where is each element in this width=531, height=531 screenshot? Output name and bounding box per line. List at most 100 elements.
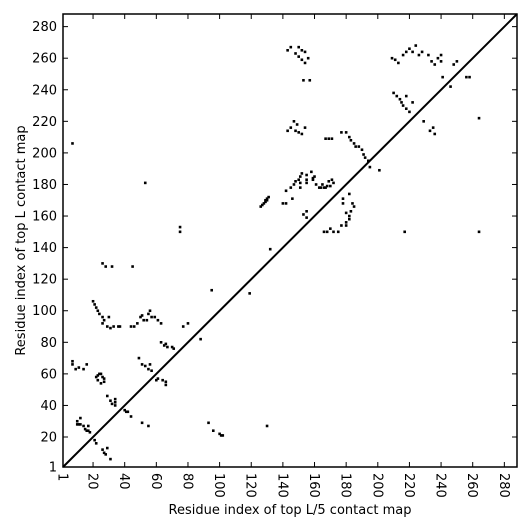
contact-point-lower	[123, 408, 126, 412]
contact-point-lower	[143, 364, 147, 368]
contact-point-lower	[368, 165, 372, 169]
x-tick-label: 140	[274, 473, 289, 498]
contact-point-lower	[329, 227, 332, 230]
contact-point-upper	[94, 306, 98, 309]
contact-point-lower	[268, 247, 272, 251]
contact-point-lower	[79, 423, 82, 426]
contact-point-upper	[145, 318, 149, 322]
contact-point-lower	[101, 375, 104, 379]
contact-point-upper	[439, 53, 443, 57]
contact-point-upper	[401, 104, 405, 107]
contact-point-upper	[308, 78, 312, 82]
contact-point-upper	[303, 61, 307, 65]
y-tick-label: 160	[32, 210, 57, 225]
contact-point-lower	[161, 378, 164, 382]
contact-point-upper	[401, 53, 405, 57]
contact-point-lower	[281, 202, 285, 205]
contact-point-lower	[305, 216, 308, 219]
contact-point-upper	[136, 322, 139, 325]
contact-point-upper	[324, 186, 327, 189]
contact-point-lower	[351, 202, 354, 205]
contact-point-upper	[297, 131, 300, 134]
contact-point-upper	[132, 325, 136, 328]
x-tick-label: 200	[369, 473, 384, 498]
contact-point-upper	[104, 265, 108, 268]
contact-point-lower	[124, 410, 128, 414]
contact-point-upper	[82, 367, 85, 371]
contact-point-upper	[74, 367, 77, 371]
contact-point-upper	[112, 325, 115, 328]
contact-point-lower	[96, 378, 100, 382]
contact-point-upper	[414, 44, 418, 47]
contact-point-lower	[348, 214, 351, 218]
contact-point-upper	[302, 78, 305, 82]
contact-point-lower	[109, 457, 112, 461]
contact-point-upper	[286, 129, 289, 133]
contact-point-upper	[129, 325, 133, 328]
x-tick-label: 100	[211, 473, 226, 498]
contact-point-lower	[219, 434, 223, 437]
contact-point-upper	[107, 315, 111, 319]
contact-point-upper	[117, 325, 120, 328]
axis-ticks: 1 20 40 60 80 100 120 140 160 180 200 220 240 260 2801…	[32, 14, 517, 498]
x-axis-label: Residue index of top L/5 contact map	[169, 503, 412, 518]
contact-point-lower	[341, 202, 345, 205]
contact-point-lower	[291, 197, 294, 200]
contact-point-lower	[352, 205, 356, 208]
contact-point-lower	[207, 421, 210, 425]
contact-point-upper	[436, 56, 440, 60]
contact-point-upper	[455, 60, 459, 63]
contact-point-lower	[305, 178, 308, 182]
contact-point-upper	[340, 131, 343, 134]
contact-point-lower	[199, 337, 202, 341]
contact-point-lower	[85, 429, 89, 432]
contact-point-upper	[142, 318, 145, 322]
contact-point-lower	[150, 369, 153, 373]
contact-point-lower	[311, 178, 315, 182]
contact-point-upper	[300, 58, 304, 62]
contact-point-lower	[101, 448, 104, 451]
contact-point-lower	[322, 230, 326, 234]
contact-point-upper	[427, 53, 430, 57]
y-tick-label: 240	[32, 83, 57, 98]
contact-point-upper	[392, 91, 395, 95]
contact-point-lower	[344, 221, 348, 224]
contact-point-upper	[449, 85, 452, 88]
contact-point-lower	[137, 356, 141, 360]
contact-point-upper	[404, 94, 408, 98]
contact-point-upper	[420, 50, 424, 54]
contact-point-upper	[101, 262, 104, 265]
contact-point-upper	[404, 50, 408, 54]
contact-point-lower	[349, 210, 353, 213]
contact-point-lower	[148, 363, 152, 366]
contact-point-upper	[417, 53, 421, 57]
contact-point-upper	[404, 107, 408, 110]
contact-point-lower	[186, 322, 190, 325]
contact-point-upper	[286, 49, 289, 52]
x-tick-label: 240	[433, 473, 448, 498]
contact-point-upper	[118, 325, 122, 328]
contact-point-lower	[110, 402, 114, 406]
contact-point-lower	[87, 424, 90, 428]
contact-point-upper	[294, 129, 297, 133]
contact-point-upper	[408, 47, 411, 51]
contact-point-upper	[91, 299, 95, 303]
contact-point-lower	[211, 429, 215, 432]
contact-point-upper	[159, 322, 163, 325]
contact-point-upper	[265, 198, 269, 202]
contact-point-upper	[306, 56, 310, 60]
contact-point-upper	[143, 181, 147, 185]
contact-point-upper	[395, 94, 399, 98]
contact-point-lower	[126, 410, 130, 414]
y-tick-label: 180	[32, 178, 57, 193]
contact-point-lower	[98, 372, 101, 376]
contact-point-lower	[341, 197, 345, 200]
contact-point-upper	[294, 180, 297, 183]
x-tick-label: 280	[496, 473, 511, 498]
contact-point-upper	[264, 198, 267, 202]
contact-point-lower	[93, 438, 96, 442]
contact-point-upper	[264, 200, 267, 204]
contact-point-upper	[101, 315, 104, 319]
contact-point-lower	[164, 383, 168, 387]
